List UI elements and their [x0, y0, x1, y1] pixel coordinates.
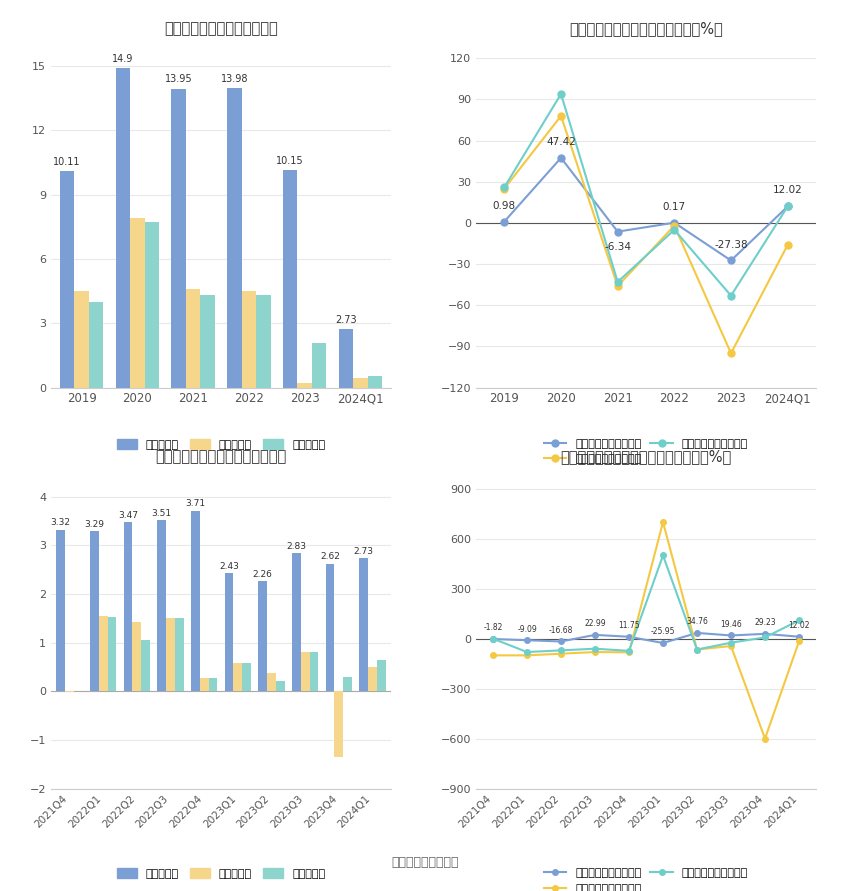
Bar — [367, 376, 382, 388]
Text: 10.11: 10.11 — [54, 157, 81, 167]
Text: 3.71: 3.71 — [185, 499, 206, 508]
Bar — [60, 171, 75, 388]
Bar — [141, 640, 150, 691]
Bar — [256, 296, 270, 388]
Text: 3.51: 3.51 — [151, 509, 172, 518]
Title: 营收、净利季度变动情况（亿元）: 营收、净利季度变动情况（亿元） — [156, 449, 286, 464]
Bar — [234, 664, 242, 691]
Bar — [267, 673, 276, 691]
Text: 2.73: 2.73 — [354, 547, 374, 556]
Text: 14.9: 14.9 — [112, 53, 133, 64]
Bar — [175, 618, 184, 691]
Text: 2.73: 2.73 — [335, 315, 357, 324]
Text: -9.09: -9.09 — [517, 625, 537, 634]
Bar — [208, 677, 218, 691]
Bar — [353, 378, 367, 388]
Text: 22.99: 22.99 — [584, 619, 606, 628]
Bar — [144, 223, 159, 388]
Bar — [124, 522, 133, 691]
Bar — [116, 68, 130, 388]
Bar — [201, 296, 215, 388]
Text: 34.76: 34.76 — [686, 617, 708, 626]
Text: 12.02: 12.02 — [773, 185, 802, 195]
Text: 0.17: 0.17 — [663, 201, 686, 212]
Bar — [99, 616, 108, 691]
Bar — [75, 291, 89, 388]
Text: -27.38: -27.38 — [714, 240, 748, 249]
Text: 47.42: 47.42 — [546, 137, 576, 147]
Bar — [360, 559, 368, 691]
Text: 2.43: 2.43 — [219, 561, 239, 570]
Bar — [309, 652, 318, 691]
Bar — [368, 666, 377, 691]
Text: 13.95: 13.95 — [165, 74, 192, 85]
Bar — [90, 531, 99, 691]
Text: -6.34: -6.34 — [604, 242, 632, 252]
Text: 3.32: 3.32 — [51, 519, 71, 527]
Text: 2.26: 2.26 — [252, 570, 273, 579]
Text: 10.15: 10.15 — [276, 156, 304, 166]
Text: 3.29: 3.29 — [84, 519, 105, 528]
Text: 12.02: 12.02 — [788, 621, 810, 630]
Bar — [157, 520, 166, 691]
Bar — [130, 218, 145, 388]
Text: 2.83: 2.83 — [286, 542, 306, 551]
Bar — [276, 682, 285, 691]
Title: 历年营收、净利同比增长率情况（%）: 历年营收、净利同比增长率情况（%） — [570, 21, 722, 37]
Title: 营收、净利同比增长率季度变动情况（%）: 营收、净利同比增长率季度变动情况（%） — [560, 449, 732, 464]
Text: -16.68: -16.68 — [549, 625, 573, 634]
Bar — [224, 573, 234, 691]
Text: 11.75: 11.75 — [618, 621, 640, 630]
Text: 0.98: 0.98 — [493, 200, 516, 210]
Legend: 营业总收入, 归母净利润, 扣非净利润: 营业总收入, 归母净利润, 扣非净利润 — [112, 863, 330, 883]
Bar — [338, 329, 353, 388]
Legend: 营业总收入同比增长率, 归母净利润同比增长率, 扣非净利润同比增长率: 营业总收入同比增长率, 归母净利润同比增长率, 扣非净利润同比增长率 — [540, 863, 752, 891]
Text: 13.98: 13.98 — [221, 74, 248, 84]
Bar — [242, 663, 251, 691]
Bar — [56, 529, 65, 691]
Bar — [108, 617, 116, 691]
Text: -25.95: -25.95 — [651, 627, 675, 636]
Bar — [227, 88, 241, 388]
Bar — [241, 291, 256, 388]
Text: 2.62: 2.62 — [320, 552, 340, 561]
Bar — [89, 302, 104, 388]
Bar — [172, 88, 186, 388]
Text: 数据来源：恒生聚源: 数据来源：恒生聚源 — [391, 855, 459, 869]
Legend: 营业总收入同比增长率, 归母净利润同比增长率, 扣非净利润同比增长率: 营业总收入同比增长率, 归母净利润同比增长率, 扣非净利润同比增长率 — [540, 434, 752, 469]
Bar — [298, 383, 312, 388]
Bar — [283, 170, 298, 388]
Bar — [200, 678, 208, 691]
Title: 历年营收、净利情况（亿元）: 历年营收、净利情况（亿元） — [164, 21, 278, 37]
Text: -1.82: -1.82 — [484, 624, 502, 633]
Bar — [186, 289, 201, 388]
Bar — [334, 691, 343, 756]
Legend: 营业总收入, 归母净利润, 扣非净利润: 营业总收入, 归母净利润, 扣非净利润 — [112, 434, 330, 454]
Text: 19.46: 19.46 — [720, 620, 742, 629]
Bar — [191, 511, 200, 691]
Bar — [292, 553, 301, 691]
Bar — [258, 581, 267, 691]
Bar — [133, 622, 141, 691]
Bar — [312, 342, 326, 388]
Bar — [326, 564, 334, 691]
Bar — [301, 652, 309, 691]
Bar — [377, 659, 386, 691]
Text: 29.23: 29.23 — [754, 618, 776, 627]
Text: 3.47: 3.47 — [118, 511, 138, 520]
Bar — [343, 676, 352, 691]
Bar — [166, 618, 175, 691]
